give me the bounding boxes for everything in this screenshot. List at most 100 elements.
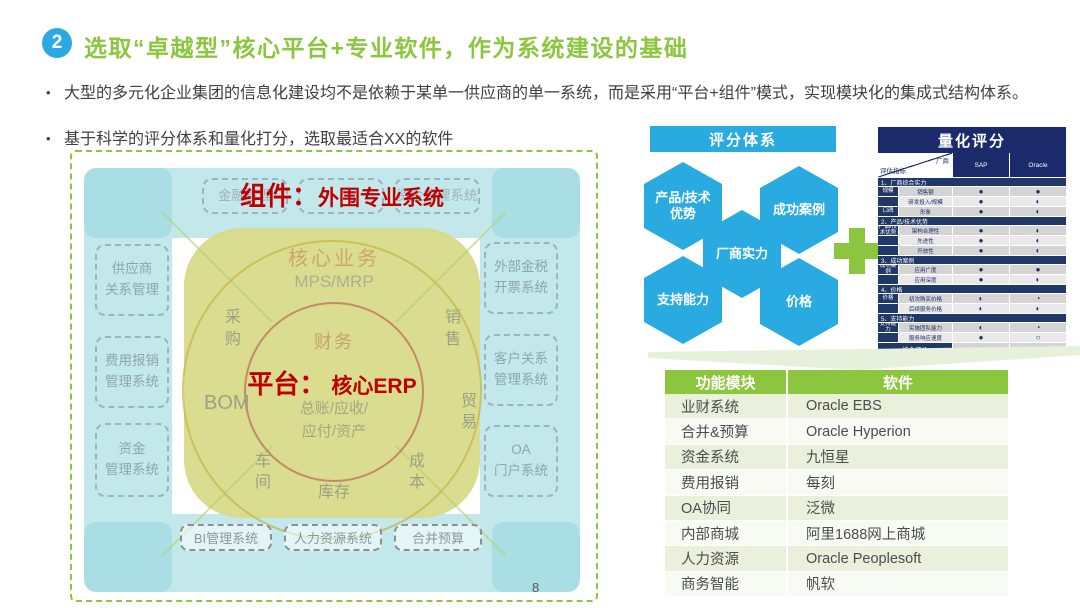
component-callout: 组件： 外围专业系统 bbox=[192, 176, 492, 213]
quant-row: 研发投入/规模 ● ◐ bbox=[878, 196, 1066, 206]
frame-corner bbox=[84, 522, 172, 592]
component-text: 外围专业系统 bbox=[318, 187, 444, 210]
vendor-column-header: SAP bbox=[952, 153, 1009, 177]
top-system-box: 资金管理系统 bbox=[394, 178, 480, 214]
software-row: 费用报销 每刻 bbox=[665, 470, 1008, 496]
procurement-label: 采购 bbox=[222, 308, 239, 352]
platform-callout: 平台： 核心ERP bbox=[212, 364, 452, 401]
quant-criteria-cell: 后续服务价格 bbox=[898, 304, 952, 313]
module-cell: OA协同 bbox=[665, 495, 788, 520]
module-column-header: 功能模块 bbox=[665, 370, 788, 394]
quant-criteria-cell: 先进性 bbox=[898, 236, 952, 245]
quant-table-body: 1、厂商综合实力 规模 销售额 ● ● 研发投入/规模 ● ◐ 口碑 形象 ● ◐ 2、产品/技术优势产… bbox=[878, 177, 1066, 342]
quant-table-title: 量化评分 bbox=[878, 127, 1066, 153]
software-row: 业财系统 Oracle EBS bbox=[665, 394, 1008, 420]
consolidation-box: 合并预算 bbox=[394, 524, 482, 551]
software-row: 合并&预算 Oracle Hyperion bbox=[665, 419, 1008, 445]
quant-row: 后续服务价格 ◐ ◐ bbox=[878, 303, 1066, 313]
bullet-text: 大型的多元化企业集团的信息化建设均不是依赖于某单一供应商的单一系统，而是采用“平… bbox=[64, 85, 1029, 102]
harvey-ball-half: ◐ bbox=[1009, 197, 1066, 206]
quant-row: 服务响应速度 ● ○ bbox=[878, 332, 1066, 342]
software-cell: Oracle EBS bbox=[806, 398, 882, 415]
quant-criteria-cell: 形象 bbox=[898, 207, 952, 216]
page-title: 选取“卓越型”核心平台+专业软件，作为系统建设的基础 bbox=[84, 35, 689, 61]
platform-prefix: 平台： bbox=[247, 369, 326, 399]
harvey-ball-half: ◐ bbox=[952, 323, 1009, 332]
quant-section-header: 4、价格 bbox=[878, 284, 1066, 294]
module-cell: 资金系统 bbox=[665, 444, 788, 470]
harvey-ball-full: ● bbox=[1009, 265, 1066, 274]
bullet-text: 基于科学的评分体系和量化打分，选取最适合XX的软件 bbox=[64, 131, 454, 148]
component-prefix: 组件： bbox=[239, 181, 318, 211]
quant-group-cell: 成功案例 bbox=[878, 265, 898, 274]
quant-row: 开放性 ● ◐ bbox=[878, 245, 1066, 255]
quant-group-cell bbox=[878, 304, 898, 313]
software-row: 商务智能 帆软 bbox=[665, 571, 1008, 598]
quant-row: 产品/技术优势 架构合理性 ● ◐ bbox=[878, 225, 1066, 235]
harvey-ball-half: ◐ bbox=[952, 294, 1009, 303]
quant-row: 规模 销售额 ● ● bbox=[878, 186, 1066, 196]
harvey-ball-none: ○ bbox=[1009, 333, 1066, 342]
quant-section-header: 2、产品/技术优势 bbox=[878, 216, 1066, 226]
treasury-box: 资金 管理系统 bbox=[95, 423, 169, 497]
harvey-ball-full: ● bbox=[952, 207, 1009, 216]
harvey-ball-half: ◐ bbox=[1009, 226, 1066, 235]
mps-mrp-label: MPS/MRP bbox=[294, 272, 374, 291]
quant-criteria-cell: 架构合理性 bbox=[898, 226, 952, 235]
module-cell: 业财系统 bbox=[665, 394, 788, 419]
expense-box: 费用报销 管理系统 bbox=[95, 336, 169, 408]
module-cell: 人力资源 bbox=[665, 546, 788, 571]
quant-criteria-cell: 研发投入/规模 bbox=[898, 197, 952, 206]
core-business-label: 核心业务 bbox=[288, 248, 380, 270]
plus-icon bbox=[849, 228, 865, 274]
quant-group-cell bbox=[878, 197, 898, 206]
quant-row: 先进性 ● ◐ bbox=[878, 235, 1066, 245]
bullet-dot: • bbox=[46, 131, 51, 146]
inner-ring bbox=[244, 302, 424, 482]
quant-row: 口碑 形象 ● ◐ bbox=[878, 206, 1066, 216]
tax-invoice-box: 外部金税 开票系统 bbox=[484, 242, 558, 314]
software-cell: 阿里1688网上商城 bbox=[806, 526, 926, 543]
harvey-ball-half: ◐ bbox=[952, 304, 1009, 313]
software-table-header: 功能模块 软件 bbox=[665, 370, 1008, 394]
quant-criteria-cell: 应用广度 bbox=[898, 265, 952, 274]
crm-box: 客户关系 管理系统 bbox=[484, 334, 558, 406]
harvey-ball-full: ● bbox=[952, 226, 1009, 235]
software-cell: Oracle Hyperion bbox=[806, 423, 911, 440]
corner-criteria-label: 评估指标 bbox=[880, 168, 906, 175]
software-row: 资金系统 九恒星 bbox=[665, 444, 1008, 471]
software-table-body: 业财系统 Oracle EBS 合并&预算 Oracle Hyperion 资金系统 九恒… bbox=[665, 394, 1008, 598]
harvey-ball-full: ● bbox=[952, 265, 1009, 274]
harvey-ball-full: ● bbox=[952, 197, 1009, 206]
module-cell: 费用报销 bbox=[665, 470, 788, 495]
workshop-label: 车间 bbox=[252, 452, 269, 494]
cost-label: 成本 bbox=[406, 452, 423, 494]
quant-section-header: 1、厂商综合实力 bbox=[878, 177, 1066, 187]
software-cell: 九恒星 bbox=[806, 450, 850, 467]
trade-label: 贸易 bbox=[458, 392, 475, 434]
software-row: 人力资源 Oracle Peoplesoft bbox=[665, 546, 1008, 572]
quant-criteria-cell: 实施团队能力 bbox=[898, 323, 952, 332]
module-cell: 内部商城 bbox=[665, 520, 788, 546]
quant-group-cell bbox=[878, 246, 898, 255]
quant-row: 成功案例 应用广度 ● ● bbox=[878, 264, 1066, 274]
quant-group-cell bbox=[878, 236, 898, 245]
harvey-ball-full: ● bbox=[952, 275, 1009, 284]
quant-criteria-cell: 服务响应速度 bbox=[898, 333, 952, 342]
harvey-ball-full: ● bbox=[952, 246, 1009, 255]
quant-corner-cell: 厂商 评估指标 bbox=[878, 153, 952, 177]
quant-group-cell: 产品/技术优势 bbox=[878, 226, 898, 235]
harvey-ball-full: ● bbox=[1009, 187, 1066, 196]
quant-group-cell: 支持能力 bbox=[878, 323, 898, 332]
quant-group-cell bbox=[878, 333, 898, 342]
software-cell: 泛微 bbox=[806, 501, 835, 518]
software-row: OA协同 泛微 bbox=[665, 495, 1008, 521]
harvey-ball-full: ● bbox=[952, 333, 1009, 342]
bullet-dot: • bbox=[46, 85, 51, 100]
srm-box: 供应商 关系管理 bbox=[95, 244, 169, 316]
quant-group-cell: 口碑 bbox=[878, 207, 898, 216]
software-table: 功能模块 软件 业财系统 Oracle EBS 合并&预算 Oracle Hyperi… bbox=[665, 370, 1008, 598]
step-number-badge: 2 bbox=[42, 28, 72, 58]
software-cell: Oracle Peoplesoft bbox=[806, 550, 922, 567]
architecture-diagram: 核心业务 MPS/MRP 采购 销售 财务 总账/应收/ 应付/资产 BOM 贸… bbox=[70, 150, 598, 602]
